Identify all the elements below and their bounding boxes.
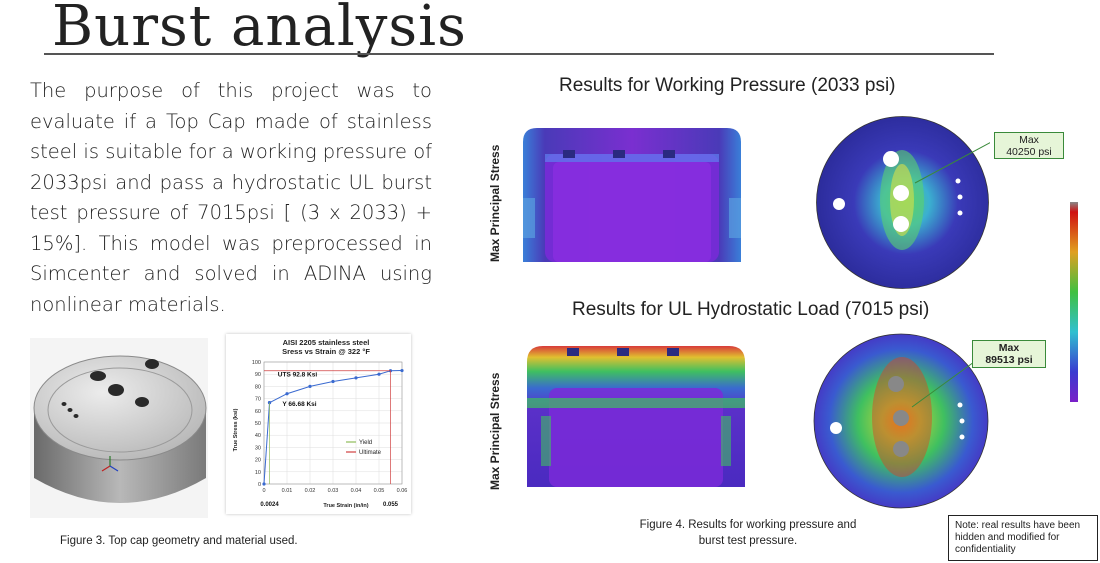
material-stress-strain-chart: AISI 2205 stainless steel Sress vs Strai…: [226, 334, 411, 514]
chart-y-tick: 90: [255, 372, 261, 378]
chart-y-tick: 40: [255, 433, 261, 439]
chart-point: [285, 392, 289, 396]
figure-4-caption: Figure 4. Results for working pressure a…: [639, 519, 857, 547]
chart-point: [377, 372, 381, 376]
chart-point: [354, 376, 358, 380]
chart-x-tick: 0.03: [328, 488, 339, 494]
fem-section-working: [523, 128, 741, 262]
chart-svg: AISI 2205 stainless steel Sress vs Strai…: [233, 338, 408, 509]
working-pressure-title: Results for Working Pressure (2033 psi): [559, 75, 896, 96]
confidentiality-note: Note: real results have been hidden and …: [948, 515, 1098, 561]
chart-strain-high-label: 0.055: [383, 502, 399, 508]
callout-max-hydro: Max 89513 psi: [972, 340, 1046, 368]
figure-3-caption: Figure 3. Top cap geometry and material …: [60, 535, 298, 547]
chart-y-tick: 70: [255, 397, 261, 403]
chart-y-tick: 20: [255, 458, 261, 464]
top-cap-geometry-image: [30, 338, 208, 518]
chart-x-tick: 0.02: [305, 488, 316, 494]
fem-section-hydro: [527, 346, 745, 487]
chart-y-tick: 10: [255, 470, 261, 476]
chart-point: [308, 384, 312, 388]
stress-axis-label-bottom: Max Principal Stress: [488, 372, 502, 490]
chart-y-tick: 50: [255, 421, 261, 427]
chart-legend-label: Ultimate: [359, 450, 382, 456]
chart-subtitle: Sress vs Strain @ 322 °F: [282, 347, 370, 356]
chart-x-tick: 0.04: [351, 488, 362, 494]
chart-yield-label: Y 66.68 Ksi: [282, 401, 316, 408]
chart-y-tick: 0: [258, 482, 261, 488]
chart-x-tick: 0.05: [374, 488, 385, 494]
chart-point: [331, 379, 335, 384]
chart-y-tick: 80: [255, 384, 261, 390]
callout-text: Max 89513 psi: [985, 342, 1033, 366]
chart-point: [262, 482, 266, 486]
hydro-load-title: Results for UL Hydrostatic Load (7015 ps…: [572, 299, 930, 320]
chart-x-tick: 0: [262, 488, 265, 494]
stress-axis-label-top: Max Principal Stress: [488, 144, 502, 262]
chart-uts-label: UTS 92.8 Ksi: [278, 372, 318, 379]
chart-point: [400, 368, 404, 373]
fem-disc-working: [816, 116, 990, 289]
chart-plot-frame: [263, 361, 403, 485]
chart-title: AISI 2205 stainless steel: [283, 338, 370, 347]
project-description: The purpose of this project was to evalu…: [30, 79, 432, 316]
chart-x-tick: 0.06: [397, 488, 408, 494]
chart-y-tick: 30: [255, 445, 261, 451]
stress-color-scale: [1070, 202, 1078, 402]
chart-x-label: True Strain (in/in): [323, 503, 368, 509]
chart-legend-label: Yield: [359, 440, 372, 446]
chart-x-tick: 0.01: [282, 488, 293, 494]
chart-point: [267, 401, 272, 405]
chart-series-line: [269, 370, 403, 404]
chart-y-tick: 60: [255, 409, 261, 415]
chart-y-label: True Stress (ksi): [233, 408, 239, 451]
slide-title: Burst analysis: [52, 0, 467, 59]
fem-disc-hydro: [813, 333, 989, 509]
title-divider: [44, 53, 994, 55]
chart-series-line: [263, 402, 271, 485]
chart-strain-low-label: 0.0024: [260, 502, 279, 508]
callout-max-working: Max 40250 psi: [994, 132, 1064, 159]
callout-text: Max 40250 psi: [1006, 134, 1052, 158]
chart-y-tick: 100: [252, 360, 261, 366]
